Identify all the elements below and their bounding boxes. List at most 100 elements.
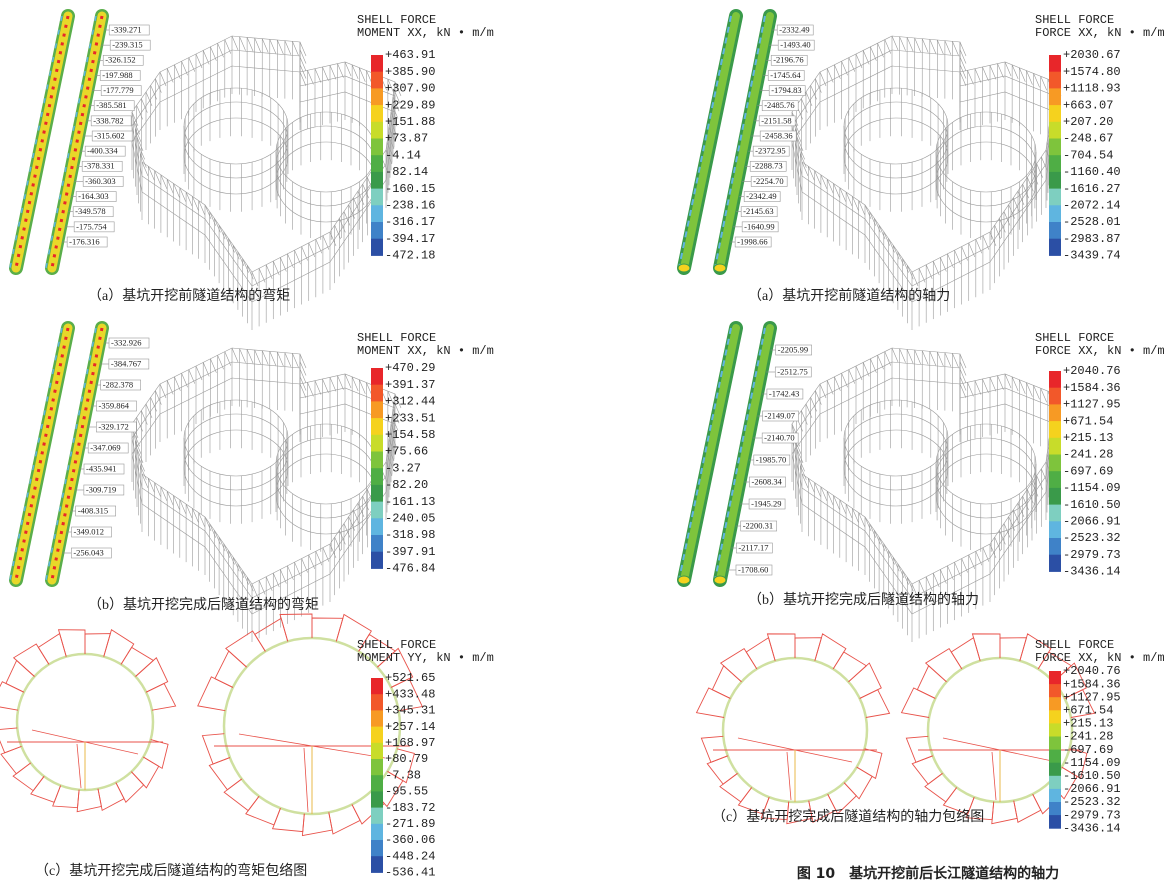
frame-strut	[998, 64, 1004, 78]
legend-label: -248.67	[1063, 132, 1113, 146]
frame-strut	[309, 243, 315, 257]
envelope-segment	[815, 634, 846, 669]
frame-strut	[907, 349, 913, 363]
legend-swatch	[1049, 122, 1061, 139]
legend-label: +229.89	[385, 98, 435, 112]
frame-strut	[849, 58, 855, 72]
frame-strut	[338, 64, 344, 78]
legend-swatch	[371, 694, 383, 711]
frame-ring	[184, 430, 288, 506]
envelope-segment	[116, 772, 144, 802]
frame-ring	[844, 88, 948, 164]
frame-strut	[174, 65, 180, 79]
legend: SHELL FORCEMOMENT XX, kN • m/m+463.91+38…	[357, 13, 494, 262]
legend-label: -697.69	[1063, 464, 1113, 478]
legend-label: -3436.14	[1063, 821, 1121, 835]
frame-strut	[323, 379, 329, 393]
annotation-label: -2372.95	[755, 146, 785, 156]
tunnels	[10, 328, 102, 580]
frame-strut	[189, 58, 195, 72]
frame-strut	[315, 69, 321, 83]
frame-strut	[998, 376, 1004, 390]
envelope-segment	[77, 789, 101, 812]
legend-swatch	[1049, 723, 1061, 737]
annotation-label: -2117.17	[738, 542, 768, 552]
legend-label: -2528.01	[1063, 215, 1121, 229]
tunnel-end	[714, 264, 726, 272]
legend-label: -3.27	[385, 461, 421, 475]
legend-label: +1118.93	[1063, 82, 1121, 96]
envelope-segment	[1014, 794, 1041, 822]
frame-strut	[308, 70, 314, 84]
frame-strut	[308, 382, 314, 396]
frame-strut	[885, 352, 891, 366]
legend-swatch	[1049, 404, 1061, 421]
frame-strut	[240, 349, 246, 363]
annotation-label: -2196.76	[773, 55, 803, 65]
legend-swatch	[371, 743, 383, 760]
frame-ring	[184, 102, 288, 178]
frame-strut	[933, 573, 939, 587]
annotation-label: -349.012	[74, 526, 104, 536]
frame-ring	[184, 414, 288, 490]
frame-strut	[919, 268, 925, 282]
legend-quantity: FORCE XX, kN • m/m	[1035, 26, 1165, 40]
envelope-segment	[720, 773, 752, 802]
annotation-label: -177.779	[103, 85, 133, 95]
annotation-label: -309.719	[86, 484, 116, 494]
envelope-segment	[746, 638, 775, 669]
legend-label: +215.13	[1063, 717, 1113, 731]
legend-swatch	[1049, 750, 1061, 764]
envelope-segment	[828, 783, 857, 814]
frame-strut	[975, 381, 981, 395]
envelope-segment	[131, 757, 158, 788]
legend-swatch	[371, 710, 383, 727]
frame-strut	[270, 351, 276, 365]
legend-label: +312.44	[385, 395, 435, 409]
frame-strut	[960, 42, 966, 56]
legend-swatch	[1049, 471, 1061, 488]
frame-strut	[926, 265, 932, 279]
legend-label: +433.48	[385, 687, 435, 701]
legend-label: -4.14	[385, 148, 421, 162]
frame-strut	[952, 41, 958, 55]
frame-strut	[960, 57, 966, 71]
frame-strut	[960, 50, 966, 64]
frame-outline	[792, 362, 1055, 598]
frame-strut	[900, 37, 906, 51]
legend-swatch	[371, 401, 383, 418]
legend-swatch	[1049, 684, 1061, 698]
frame-strut	[842, 373, 848, 387]
frame-strut	[907, 37, 913, 51]
legend-label: -183.72	[385, 801, 435, 815]
frame-strut	[300, 354, 306, 368]
legend-swatch	[1049, 789, 1061, 803]
legend-label: +257.14	[385, 720, 435, 734]
annotation-label: -2151.58	[761, 115, 791, 125]
legend-label: -3436.14	[1063, 565, 1121, 579]
envelope-segment	[833, 652, 866, 682]
frame-ring	[276, 112, 376, 192]
legend-label: -704.54	[1063, 148, 1113, 162]
frame-strut	[277, 352, 283, 366]
frame-strut	[892, 348, 898, 362]
envelope-segment	[926, 649, 962, 682]
envelope-segment	[707, 756, 737, 784]
frame-strut	[247, 37, 253, 51]
legend-swatch	[1049, 388, 1061, 405]
legend-swatch	[371, 468, 383, 485]
envelope-segment	[14, 644, 49, 677]
frame-strut	[937, 40, 943, 54]
frame-strut	[270, 39, 276, 53]
legend-quantity: FORCE XX, kN • m/m	[1035, 651, 1165, 665]
annotation-label: -435.941	[86, 463, 116, 473]
frame-strut	[300, 384, 306, 398]
legend-header: SHELL FORCE	[357, 13, 436, 27]
legend-quantity: MOMENT XX, kN • m/m	[357, 26, 494, 40]
annotation-label: -347.069	[90, 442, 120, 452]
annotation-label: -408.315	[78, 505, 108, 515]
frame-strut	[960, 354, 966, 368]
frame-strut	[167, 68, 173, 82]
frame-strut	[955, 250, 961, 264]
legend-label: +521.65	[385, 671, 435, 685]
